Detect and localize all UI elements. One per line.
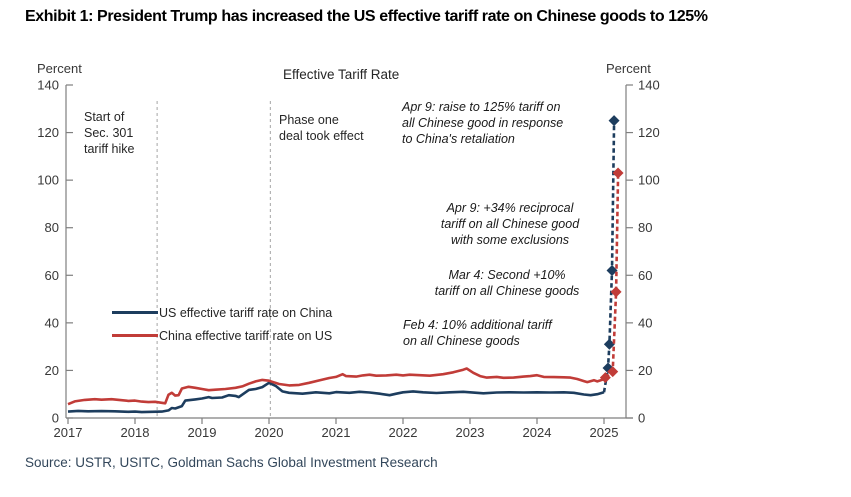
x-tick-label: 2025 xyxy=(590,425,619,440)
series-dashed-spike-0 xyxy=(602,120,616,393)
x-tick-label: 2019 xyxy=(188,425,217,440)
y-tick-label-right: 100 xyxy=(638,173,660,188)
annotation-feb4: Feb 4: 10% additional tariff on all Chin… xyxy=(403,318,552,348)
y-tick-label-right: 80 xyxy=(638,220,652,235)
legend-label-us: US effective tariff rate on China xyxy=(159,305,333,320)
diamond-marker-0 xyxy=(603,338,615,350)
y-tick-label-right: 140 xyxy=(638,78,660,93)
source-line: Source: USTR, USITC, Goldman Sachs Globa… xyxy=(25,455,438,470)
diamond-marker-0 xyxy=(606,265,618,277)
y-tick-label-left: 0 xyxy=(52,411,59,426)
x-tick-label: 2022 xyxy=(389,425,418,440)
diamond-marker-1 xyxy=(610,286,622,298)
y-tick-label-right: 40 xyxy=(638,315,652,330)
diamond-marker-1 xyxy=(607,366,619,378)
chart-title: Effective Tariff Rate xyxy=(283,67,400,82)
x-tick-label: 2023 xyxy=(456,425,485,440)
y-axis-unit-right: Percent xyxy=(606,61,651,76)
y-tick-label-left: 80 xyxy=(45,220,59,235)
y-tick-label-left: 40 xyxy=(45,315,59,330)
annotation-phase-one: Phase one deal took effect xyxy=(279,113,364,143)
y-tick-label-left: 100 xyxy=(37,173,59,188)
y-tick-label-left: 60 xyxy=(45,268,59,283)
x-tick-label: 2021 xyxy=(322,425,351,440)
series-dashed-spike-1 xyxy=(604,172,620,379)
x-tick-label: 2018 xyxy=(121,425,150,440)
annotation-apr9-34: Apr 9: +34% reciprocal tariff on all Chi… xyxy=(440,201,580,247)
y-tick-label-right: 20 xyxy=(638,363,652,378)
y-axis-unit-left: Percent xyxy=(37,61,82,76)
x-tick-label: 2024 xyxy=(523,425,552,440)
y-tick-label-right: 60 xyxy=(638,268,652,283)
y-tick-label-right: 0 xyxy=(638,411,645,426)
legend-item-us: US effective tariff rate on China xyxy=(112,301,332,324)
annotation-mar4: Mar 4: Second +10% tariff on all Chinese… xyxy=(434,268,580,298)
annotation-sec301: Start of Sec. 301 tariff hike xyxy=(84,110,135,156)
y-tick-label-left: 120 xyxy=(37,125,59,140)
annotation-apr9-125: Apr 9: raise to 125% tariff on all Chine… xyxy=(402,100,564,146)
exhibit-title: Exhibit 1: President Trump has increased… xyxy=(25,8,708,25)
diamond-marker-1 xyxy=(612,167,624,179)
legend: US effective tariff rate on China China … xyxy=(112,301,332,347)
legend-swatch-us xyxy=(112,310,158,315)
y-tick-label-left: 140 xyxy=(37,78,59,93)
y-tick-label-left: 20 xyxy=(45,363,59,378)
y-tick-label-right: 120 xyxy=(638,125,660,140)
legend-label-china: China effective tariff rate on US xyxy=(159,328,333,343)
series-line-0 xyxy=(67,381,605,414)
legend-item-china: China effective tariff rate on US xyxy=(112,324,332,347)
series-line-1 xyxy=(67,367,607,406)
x-tick-label: 2017 xyxy=(54,425,83,440)
diamond-marker-0 xyxy=(608,115,620,127)
legend-swatch-china xyxy=(112,333,158,338)
diamond-marker-1 xyxy=(599,372,611,384)
x-tick-label: 2020 xyxy=(255,425,284,440)
